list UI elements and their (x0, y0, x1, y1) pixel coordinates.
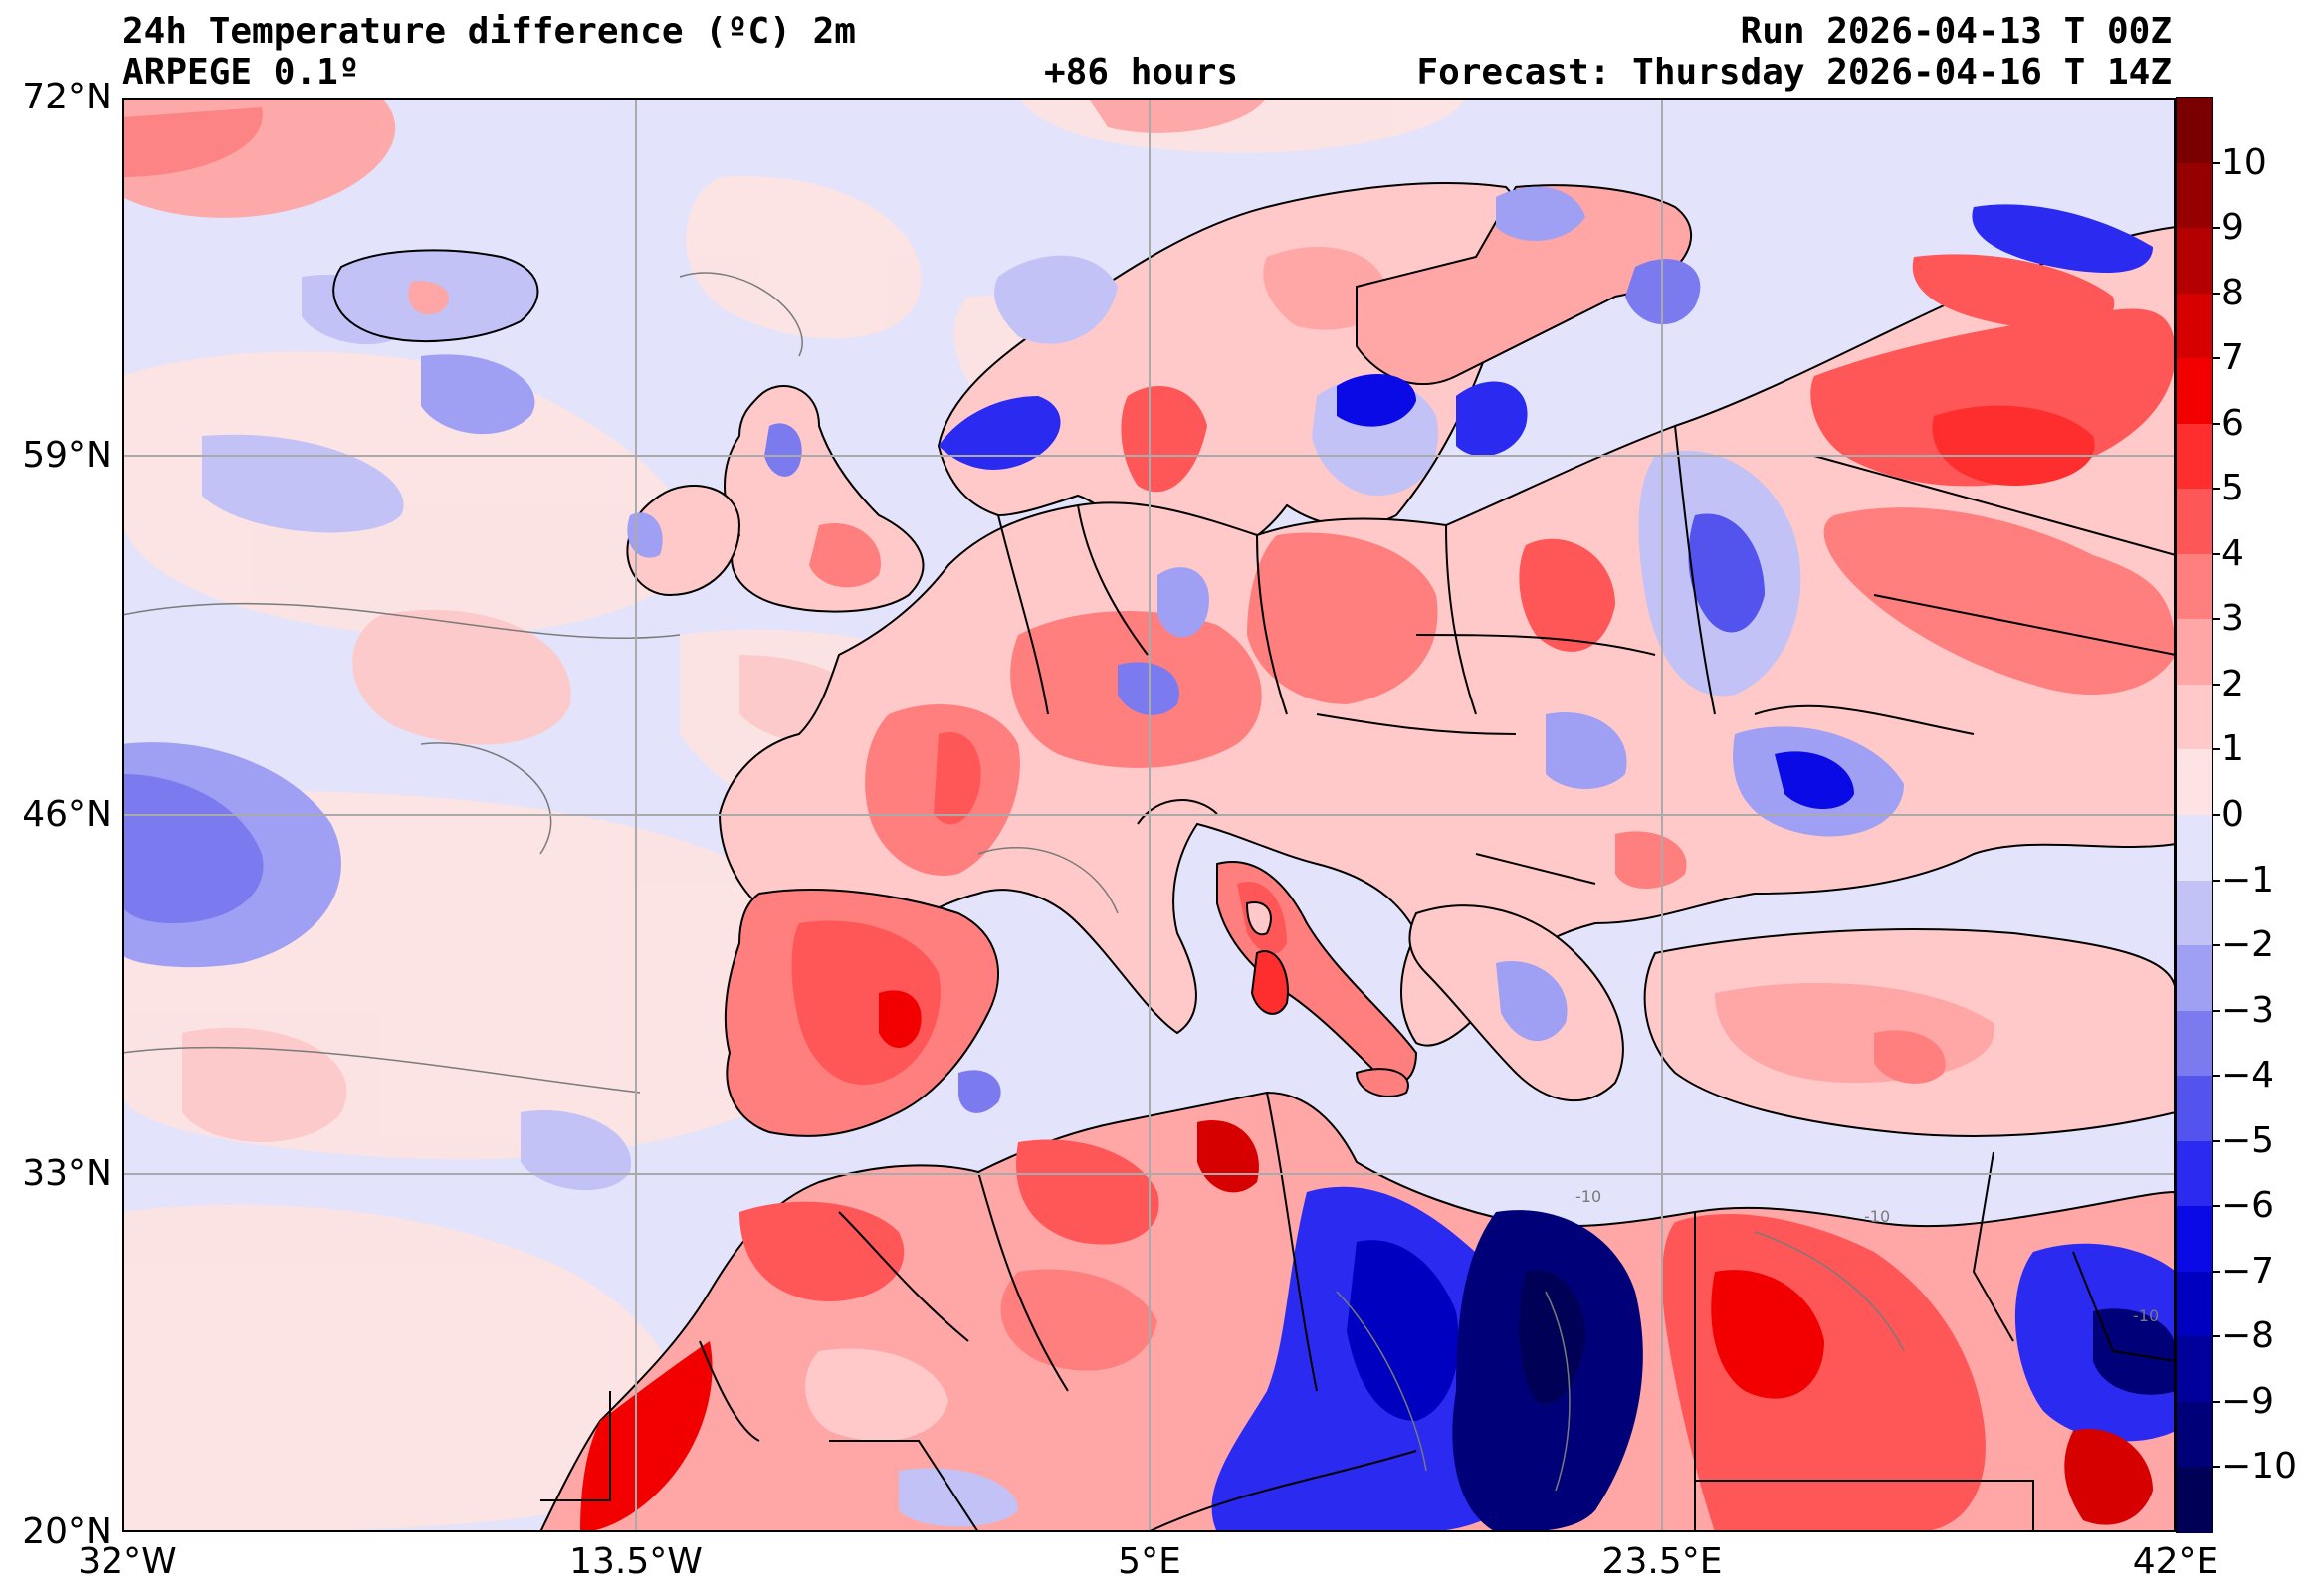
lon-label: 23.5°E (1601, 1541, 1723, 1582)
colorbar-label: 8 (2221, 272, 2244, 313)
continental-europe (718, 204, 2176, 1047)
colorbar-label: 6 (2221, 402, 2244, 444)
colorbar-segment (2177, 880, 2212, 947)
colorbar-tick (2212, 1335, 2220, 1338)
colorbar-tick (2212, 683, 2220, 686)
contour-lines (122, 272, 1905, 1492)
colorbar-label: 1 (2221, 728, 2244, 770)
colorbar-tick (2212, 748, 2220, 751)
colorbar-segment (2177, 1271, 2212, 1338)
colorbar-segment (2177, 684, 2212, 751)
colorbar-tick (2212, 488, 2220, 491)
country-borders (540, 425, 2176, 1532)
north-africa (538, 1091, 2176, 1532)
colorbar (2176, 97, 2220, 1533)
colorbar-label: 10 (2221, 141, 2267, 183)
map-border (122, 98, 2176, 1532)
lon-label: 32°W (78, 1541, 177, 1582)
colorbar-tick (2212, 944, 2220, 947)
colorbar-tick (2212, 618, 2220, 621)
iberian-peninsula (724, 889, 1001, 1137)
forecast-info: Forecast: Thursday 2026-04-16 T 14Z (1416, 52, 2172, 93)
colorbar-segment (2177, 1467, 2212, 1533)
colorbar-label: 5 (2221, 468, 2244, 509)
lat-label: 20°N (22, 1511, 112, 1552)
colorbar-label: −6 (2221, 1185, 2275, 1227)
contour-label: -10 (2133, 1306, 2159, 1325)
italian-peninsula (1216, 861, 1418, 1097)
lat-label: 46°N (22, 794, 112, 835)
colorbar-tick (2212, 422, 2220, 425)
colorbar-segment (2177, 1010, 2212, 1078)
colorbar-segment (2177, 553, 2212, 621)
colorbar-tick (2212, 814, 2220, 816)
colorbar-tick (2212, 357, 2220, 360)
model-name: ARPEGE 0.1º (122, 52, 360, 93)
colorbar-segment (2177, 489, 2212, 555)
colorbar-segment (2177, 162, 2212, 230)
colorbar-label: 7 (2221, 337, 2244, 379)
colorbar-segment (2177, 358, 2212, 425)
colorbar-label: −7 (2221, 1250, 2275, 1292)
colorbar-tick (2212, 1139, 2220, 1142)
colorbar-label: 0 (2221, 794, 2244, 835)
colorbar-tick (2212, 552, 2220, 555)
colorbar-label: −1 (2221, 859, 2275, 900)
map-title: 24h Temperature difference (ºC) 2m (122, 11, 856, 52)
colorbar-segment (2177, 293, 2212, 360)
balkans-turkey (1408, 904, 2176, 1137)
lon-label: 5°E (1118, 1541, 1181, 1582)
lat-label: 59°N (22, 435, 112, 476)
graticule (122, 98, 2176, 1532)
colorbar-label: −4 (2221, 1055, 2275, 1097)
colorbar-label: 3 (2221, 598, 2244, 640)
colorbar-tick (2212, 227, 2220, 230)
colorbar-tick (2212, 1205, 2220, 1208)
lat-label: 72°N (22, 77, 112, 117)
lat-label: 33°N (22, 1153, 112, 1194)
colorbar-tick (2212, 1400, 2220, 1403)
colorbar-segment (2177, 1206, 2212, 1273)
colorbar-tick (2212, 161, 2220, 164)
colorbar-segment (2177, 1140, 2212, 1208)
temperature-map[interactable]: -10 -10 -10 (122, 98, 2176, 1532)
colorbar-label: −5 (2221, 1119, 2275, 1161)
colorbar-label: 2 (2221, 663, 2244, 704)
colorbar-label: −8 (2221, 1315, 2275, 1357)
colorbar-tick (2212, 1075, 2220, 1078)
colorbar-label: −9 (2221, 1380, 2275, 1422)
lead-time: +86 hours (1044, 52, 1239, 93)
colorbar-label: −10 (2221, 1446, 2297, 1488)
lon-label: 13.5°W (569, 1541, 703, 1582)
colorbar-segment (2177, 98, 2212, 164)
colorbar-label: −2 (2221, 924, 2275, 966)
colorbar-segment (2177, 815, 2212, 882)
colorbar-tick (2212, 1466, 2220, 1469)
colorbar-segment (2177, 228, 2212, 295)
lon-label: 42°E (2132, 1541, 2219, 1582)
colorbar-tick (2212, 879, 2220, 882)
colorbar-tick (2212, 1009, 2220, 1012)
colorbar-segment (2177, 1401, 2212, 1469)
contour-label: -10 (1864, 1207, 1890, 1226)
colorbar-segment (2177, 1076, 2212, 1142)
colorbar-segment (2177, 1336, 2212, 1403)
colorbar-label: 4 (2221, 532, 2244, 574)
colorbar-tick (2212, 292, 2220, 295)
british-isles (626, 385, 925, 613)
run-info: Run 2026-04-13 T 00Z (1740, 11, 2172, 52)
colorbar-segment (2177, 749, 2212, 816)
colorbar-segment (2177, 423, 2212, 491)
colorbar-tick (2212, 1270, 2220, 1273)
contour-label: -10 (1575, 1187, 1601, 1206)
colorbar-segment (2177, 619, 2212, 686)
colorbar-label: 9 (2221, 207, 2244, 249)
colorbar-segment (2177, 945, 2212, 1012)
colorbar-label: −3 (2221, 989, 2275, 1031)
